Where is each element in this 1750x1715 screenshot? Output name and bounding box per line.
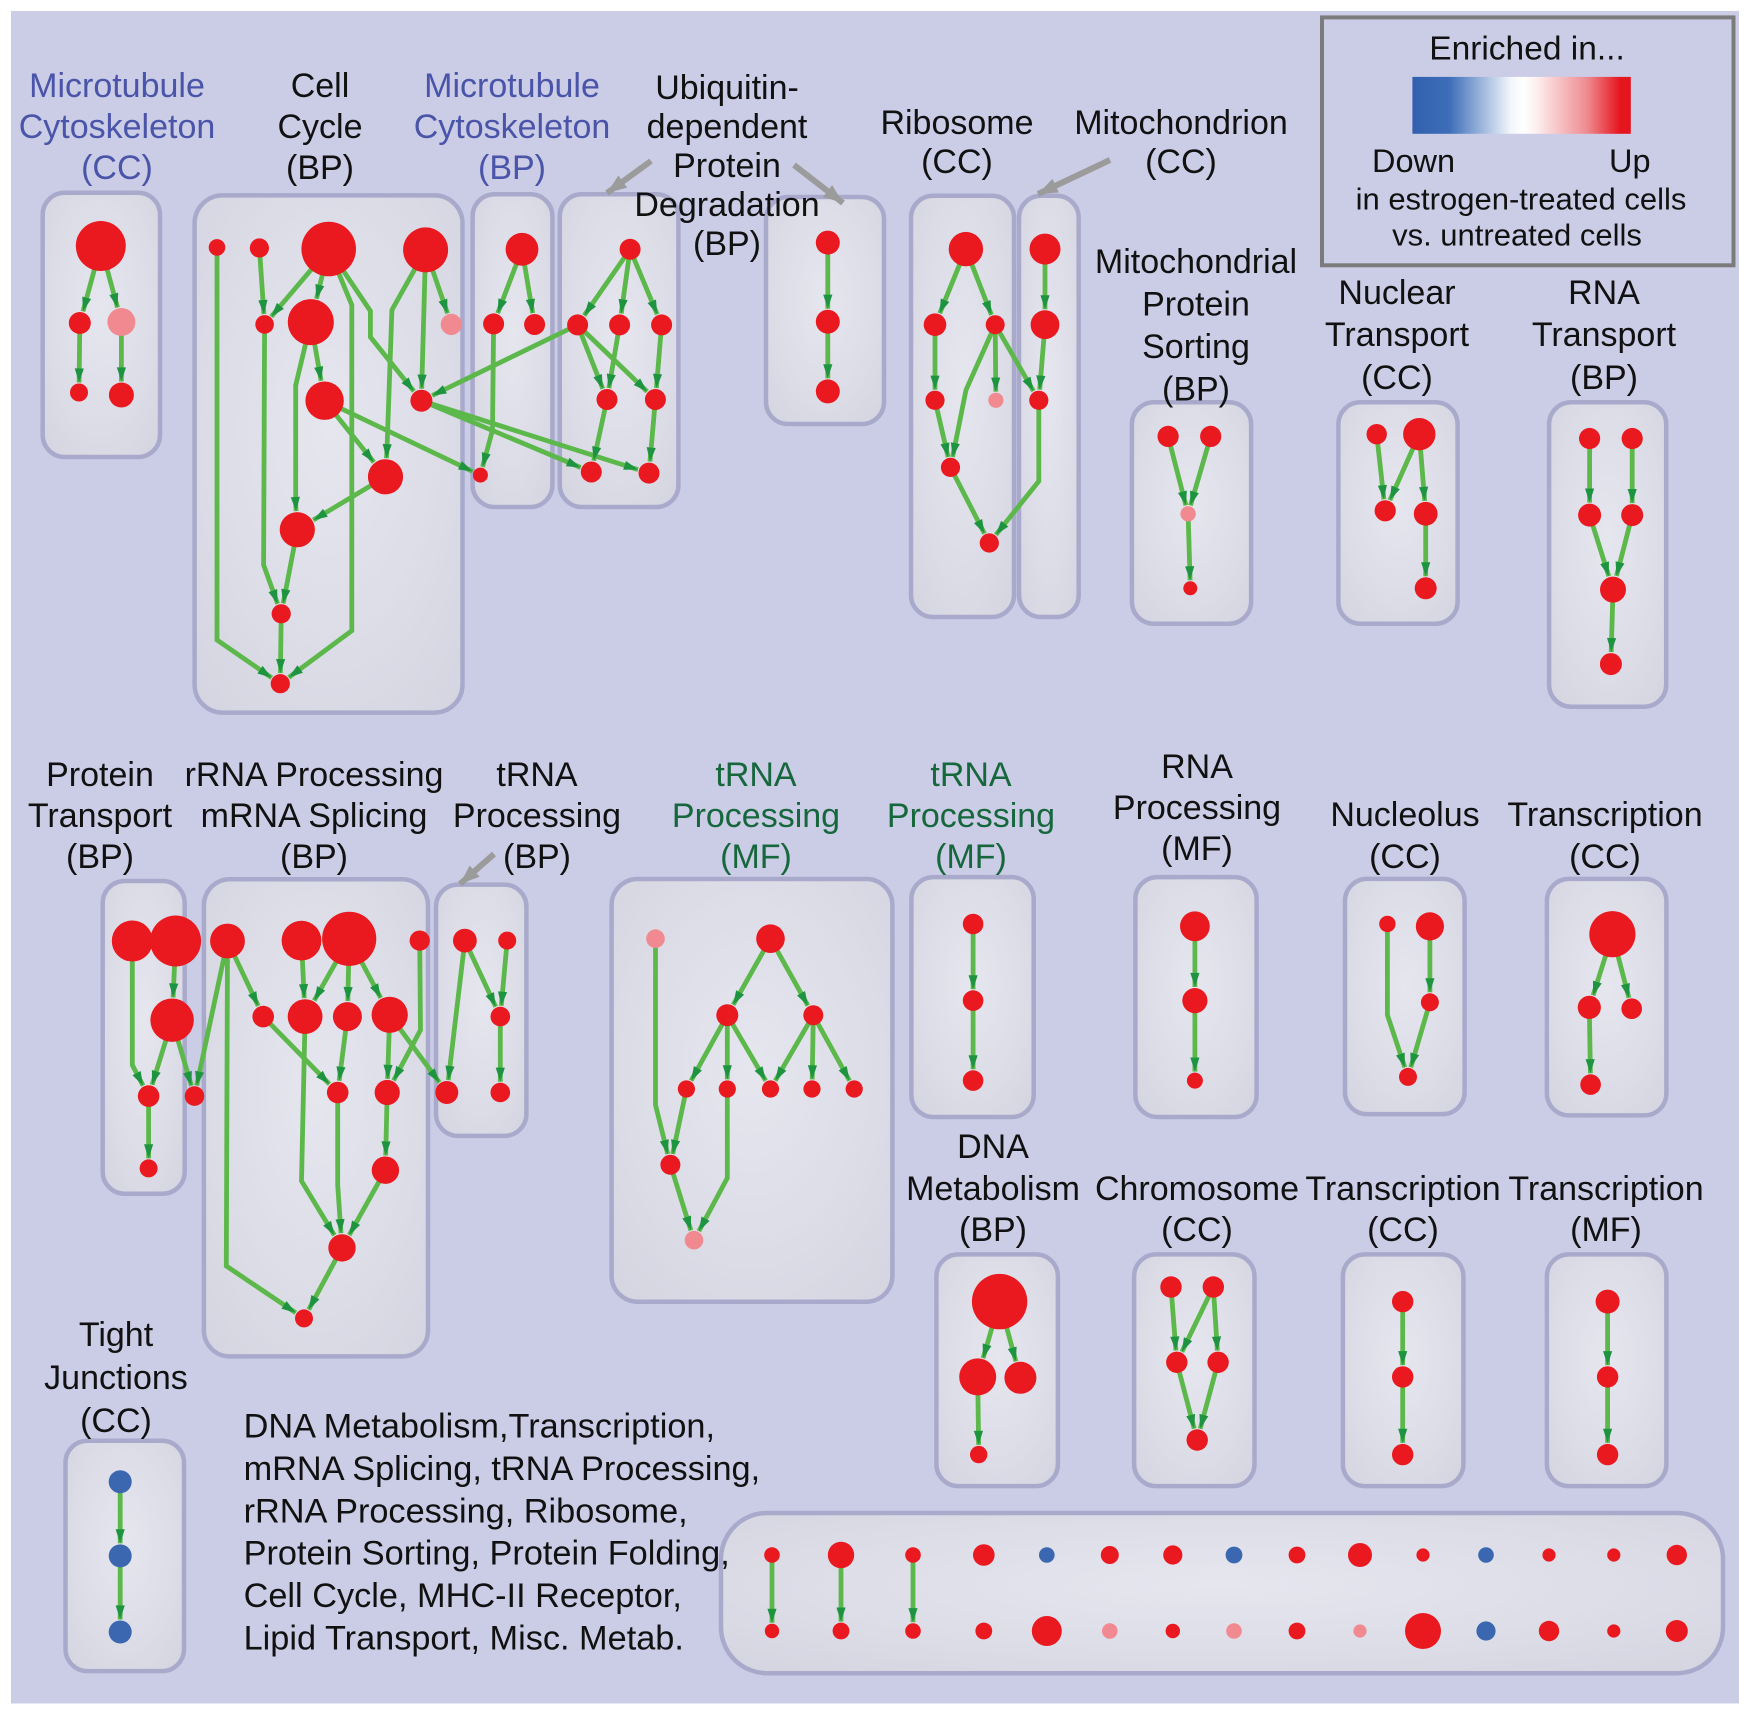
svg-text:(BP): (BP) xyxy=(503,838,571,876)
svg-text:dependent: dependent xyxy=(647,108,808,146)
svg-text:Degradation: Degradation xyxy=(634,186,819,224)
svg-text:Protein Sorting, Protein Foldi: Protein Sorting, Protein Folding, xyxy=(244,1535,730,1573)
svg-text:Protein: Protein xyxy=(1142,286,1250,324)
svg-text:Protein: Protein xyxy=(46,756,154,794)
svg-text:Processing: Processing xyxy=(1113,789,1281,827)
svg-text:Ubiquitin-: Ubiquitin- xyxy=(655,69,799,107)
svg-text:Microtubule: Microtubule xyxy=(424,67,600,105)
svg-text:Down: Down xyxy=(1372,143,1455,179)
svg-text:Mitochondrial: Mitochondrial xyxy=(1095,243,1297,281)
svg-text:(BP): (BP) xyxy=(66,838,134,876)
svg-text:(BP): (BP) xyxy=(1162,371,1230,409)
svg-text:mRNA Splicing: mRNA Splicing xyxy=(201,797,428,835)
svg-text:vs. untreated cells: vs. untreated cells xyxy=(1392,218,1642,253)
svg-text:Nucleolus: Nucleolus xyxy=(1330,796,1479,834)
svg-text:Junctions: Junctions xyxy=(44,1359,188,1397)
svg-text:Protein: Protein xyxy=(673,147,781,185)
svg-text:Lipid Transport, Misc. Metab.: Lipid Transport, Misc. Metab. xyxy=(244,1620,684,1658)
svg-text:DNA: DNA xyxy=(957,1128,1029,1166)
svg-text:(CC): (CC) xyxy=(1161,1211,1233,1249)
svg-text:(BP): (BP) xyxy=(286,149,354,187)
svg-text:Enriched in...: Enriched in... xyxy=(1429,31,1625,68)
svg-text:Microtubule: Microtubule xyxy=(29,67,205,105)
svg-text:Mitochondrion: Mitochondrion xyxy=(1074,104,1288,142)
svg-text:tRNA: tRNA xyxy=(496,756,578,794)
svg-text:Transcription: Transcription xyxy=(1507,796,1702,834)
svg-text:Cell: Cell xyxy=(291,67,350,105)
svg-text:(CC): (CC) xyxy=(81,149,153,187)
svg-text:RNA: RNA xyxy=(1161,748,1233,786)
svg-text:(BP): (BP) xyxy=(693,225,761,263)
svg-text:Cytoskeleton: Cytoskeleton xyxy=(414,108,611,146)
svg-text:DNA Metabolism,Transcription,: DNA Metabolism,Transcription, xyxy=(244,1408,715,1446)
svg-text:(CC): (CC) xyxy=(921,143,993,181)
svg-text:Transport: Transport xyxy=(1325,316,1470,354)
svg-text:RNA: RNA xyxy=(1568,274,1640,312)
svg-text:(CC): (CC) xyxy=(80,1402,152,1440)
svg-text:Cell Cycle, MHC-II Receptor,: Cell Cycle, MHC-II Receptor, xyxy=(244,1577,682,1615)
svg-text:(MF): (MF) xyxy=(935,838,1007,876)
svg-text:(BP): (BP) xyxy=(280,838,348,876)
svg-text:tRNA: tRNA xyxy=(930,756,1012,794)
svg-text:(BP): (BP) xyxy=(959,1211,1027,1249)
svg-text:Transport: Transport xyxy=(28,797,173,835)
svg-text:(CC): (CC) xyxy=(1367,1211,1439,1249)
svg-text:Nuclear: Nuclear xyxy=(1338,274,1455,312)
svg-text:(BP): (BP) xyxy=(478,149,546,187)
svg-text:in estrogen-treated cells: in estrogen-treated cells xyxy=(1356,182,1687,217)
svg-text:Up: Up xyxy=(1609,143,1651,179)
svg-text:(MF): (MF) xyxy=(720,838,792,876)
svg-text:Chromosome: Chromosome xyxy=(1095,1170,1299,1208)
svg-text:mRNA Splicing, tRNA Processing: mRNA Splicing, tRNA Processing, xyxy=(244,1450,761,1488)
svg-text:(MF): (MF) xyxy=(1161,830,1233,868)
svg-text:Cycle: Cycle xyxy=(277,108,362,146)
svg-text:(CC): (CC) xyxy=(1369,838,1441,876)
svg-text:Processing: Processing xyxy=(887,797,1055,835)
svg-text:Transport: Transport xyxy=(1532,316,1677,354)
svg-text:tRNA: tRNA xyxy=(715,756,797,794)
svg-text:Transcription: Transcription xyxy=(1508,1170,1703,1208)
svg-text:Ribosome: Ribosome xyxy=(880,104,1033,142)
svg-text:Transcription: Transcription xyxy=(1305,1170,1500,1208)
svg-text:Tight: Tight xyxy=(79,1316,154,1354)
svg-text:Cytoskeleton: Cytoskeleton xyxy=(19,108,216,146)
svg-text:(CC): (CC) xyxy=(1569,838,1641,876)
svg-text:Processing: Processing xyxy=(453,797,621,835)
svg-text:Metabolism: Metabolism xyxy=(906,1170,1080,1208)
svg-text:(CC): (CC) xyxy=(1145,143,1217,181)
svg-text:(CC): (CC) xyxy=(1361,359,1433,397)
svg-text:Sorting: Sorting xyxy=(1142,328,1250,366)
svg-text:(BP): (BP) xyxy=(1570,359,1638,397)
svg-text:rRNA Processing, Ribosome,: rRNA Processing, Ribosome, xyxy=(244,1492,688,1530)
svg-text:rRNA Processing: rRNA Processing xyxy=(185,756,444,794)
svg-text:Processing: Processing xyxy=(672,797,840,835)
svg-text:(MF): (MF) xyxy=(1570,1211,1642,1249)
